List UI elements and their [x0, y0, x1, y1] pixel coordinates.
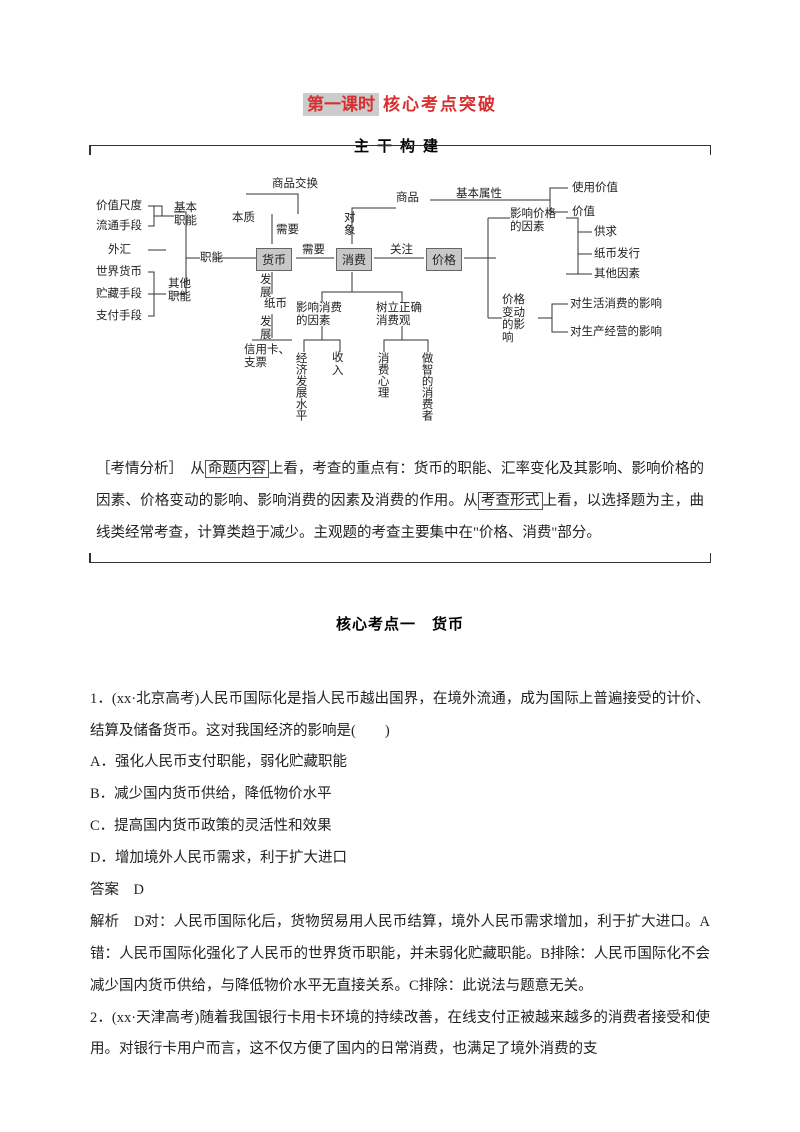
node: 需要 [276, 224, 299, 237]
analysis-box2: 考查形式 [478, 492, 543, 510]
node: 发 展 [260, 316, 272, 341]
frame-border: 价值尺度 流通手段 外汇 世界货币 贮藏手段 支付手段 基本 职能 职能 其他 … [90, 145, 710, 563]
node: 信用卡、 支票 [244, 344, 290, 369]
node: 关注 [390, 244, 413, 257]
node: 消费心理 [376, 352, 389, 398]
node: 世界货币 [96, 266, 142, 279]
node-consumption: 消费 [336, 248, 372, 271]
q1-option-c: C．提高国内货币政策的灵活性和效果 [90, 811, 710, 843]
node: 职能 [200, 252, 223, 265]
node: 对生产经营的影响 [570, 326, 662, 339]
title-highlight: 第一课时 [303, 93, 379, 116]
exam-analysis: ［考情分析］ 从命题内容上看，考查的重点有：货币的职能、汇率变化及其影响、影响价… [96, 454, 704, 550]
node: 基本 职能 [174, 202, 197, 227]
node: 影响价格 的因素 [510, 208, 556, 233]
node: 商品交换 [272, 178, 318, 191]
node: 对生活消费的影响 [570, 298, 662, 311]
node: 经济发展水平 [294, 352, 307, 421]
node: 发 展 [260, 274, 272, 299]
node-currency: 货币 [256, 248, 292, 271]
node: 本质 [232, 212, 255, 225]
node: 流通手段 [96, 220, 142, 233]
page-title: 第一课时 核心考点突破 [90, 90, 710, 115]
node: 外汇 [108, 244, 131, 257]
q1-option-b: B．减少国内货币供给，降低物价水平 [90, 779, 710, 811]
node: 价值 [572, 206, 595, 219]
node: 支付手段 [96, 310, 142, 323]
concept-frame: 主干构建 [90, 145, 710, 563]
node-price: 价格 [426, 248, 462, 271]
q1-answer: 答案 D [90, 875, 710, 907]
node: 其他 职能 [168, 278, 191, 303]
node: 使用价值 [572, 182, 618, 195]
node: 纸币 [264, 298, 287, 311]
q1-explanation: 解析 D对：人民币国际化后，货物贸易用人民币结算，境外人民币需求增加，利于扩大进… [90, 907, 710, 1003]
node: 影响消费 的因素 [296, 302, 342, 327]
question-1: 1．(xx·北京高考)人民币国际化是指人民币越出国界，在境外流通，成为国际上普遍… [90, 684, 710, 1003]
node: 商品 [396, 192, 419, 205]
concept-diagram: 价值尺度 流通手段 外汇 世界货币 贮藏手段 支付手段 基本 职能 职能 其他 … [96, 168, 704, 448]
node: 供求 [594, 226, 617, 239]
node: 价值尺度 [96, 200, 142, 213]
analysis-prefix: ［考情分析］ 从 [96, 461, 205, 477]
title-rest: 核心考点突破 [383, 95, 497, 114]
node: 基本属性 [456, 188, 502, 201]
question-2: 2．(xx·天津高考)随着我国银行卡用卡环境的持续改善，在线支付正被越来越多的消… [90, 1003, 710, 1067]
node: 纸币发行 [594, 248, 640, 261]
node: 对 象 [344, 212, 356, 237]
q2-stem: 2．(xx·天津高考)随着我国银行卡用卡环境的持续改善，在线支付正被越来越多的消… [90, 1003, 710, 1067]
node: 其他因素 [594, 268, 640, 281]
node: 做智的消费者 [420, 352, 433, 421]
node: 收 入 [332, 352, 344, 377]
node: 价格 变动 的影 响 [502, 294, 525, 345]
node: 树立正确 消费观 [376, 302, 422, 327]
node: 贮藏手段 [96, 288, 142, 301]
q1-option-a: A．强化人民币支付职能，弱化贮藏职能 [90, 747, 710, 779]
analysis-box1: 命题内容 [205, 460, 269, 478]
document-page: 第一课时 核心考点突破 主干构建 [0, 0, 800, 1106]
q1-stem: 1．(xx·北京高考)人民币国际化是指人民币越出国界，在境外流通，成为国际上普遍… [90, 684, 710, 748]
section-heading: 核心考点一 货币 [90, 613, 710, 634]
q1-option-d: D．增加境外人民币需求，利于扩大进口 [90, 843, 710, 875]
node: 需要 [302, 244, 325, 257]
